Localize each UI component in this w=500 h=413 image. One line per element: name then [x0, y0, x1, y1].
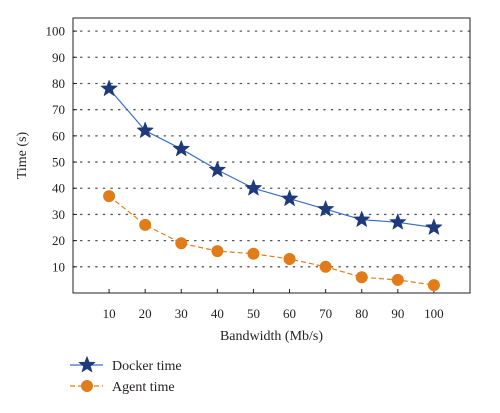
star-marker [281, 189, 298, 206]
circle-marker [103, 190, 116, 203]
x-tick-label: 90 [391, 306, 404, 321]
circle-marker [391, 273, 404, 286]
y-tick-label: 90 [52, 50, 65, 65]
x-axis-label: Bandwidth (Mb/s) [220, 329, 323, 344]
star-marker [100, 79, 118, 96]
circle-marker [283, 252, 296, 265]
series [100, 79, 443, 292]
y-tick-label: 60 [52, 128, 65, 143]
legend-item-docker: Docker time [70, 356, 182, 374]
circle-marker [319, 260, 332, 273]
y-tick-label: 80 [52, 76, 65, 91]
x-tick-label: 50 [247, 306, 260, 321]
star-marker [172, 140, 190, 157]
legend: Docker time Agent time [70, 356, 182, 395]
x-tick-label: 30 [175, 306, 188, 321]
circle-marker [211, 245, 224, 258]
star-marker [389, 213, 407, 230]
star-marker [136, 121, 154, 138]
plot-frame [72, 17, 471, 294]
x-axis-ticks: 10 20 30 40 50 60 70 80 90 100 [103, 289, 444, 321]
legend-star-icon [78, 356, 96, 373]
y-tick-label: 100 [46, 24, 66, 39]
y-axis-label: Time (s) [15, 132, 30, 180]
series-docker [100, 79, 443, 235]
star-marker [425, 218, 443, 235]
x-tick-label: 40 [211, 306, 224, 321]
legend-label-docker: Docker time [112, 359, 182, 374]
star-marker [208, 161, 226, 178]
legend-circle-marker [81, 380, 93, 392]
series-line [108, 195, 434, 286]
series-line [108, 88, 434, 229]
circle-marker [355, 271, 368, 284]
star-marker [245, 179, 262, 196]
y-tick-label: 10 [52, 259, 65, 274]
x-tick-label: 100 [424, 306, 444, 321]
x-tick-label: 70 [319, 306, 332, 321]
y-tick-label: 20 [52, 233, 65, 248]
grid-lines [72, 30, 471, 268]
legend-label-agent: Agent time [112, 380, 175, 395]
y-tick-label: 50 [52, 155, 65, 170]
x-tick-label: 60 [283, 306, 296, 321]
legend-item-agent: Agent time [70, 380, 175, 395]
series-agent [103, 190, 440, 292]
circle-marker [247, 247, 260, 260]
x-tick-label: 80 [355, 306, 368, 321]
circle-marker [139, 218, 152, 231]
x-tick-label: 10 [103, 306, 116, 321]
y-axis-ticks: 10 20 30 40 50 60 70 80 90 100 [46, 24, 77, 274]
y-tick-label: 30 [52, 207, 65, 222]
y-tick-label: 40 [52, 181, 65, 196]
circle-marker [427, 279, 440, 292]
circle-marker [175, 237, 188, 250]
legend-star-marker [78, 356, 96, 373]
legend-circle-icon [81, 380, 93, 392]
star-marker [317, 200, 335, 217]
star-marker [353, 210, 371, 227]
y-tick-label: 70 [52, 102, 65, 117]
x-tick-label: 20 [139, 306, 152, 321]
